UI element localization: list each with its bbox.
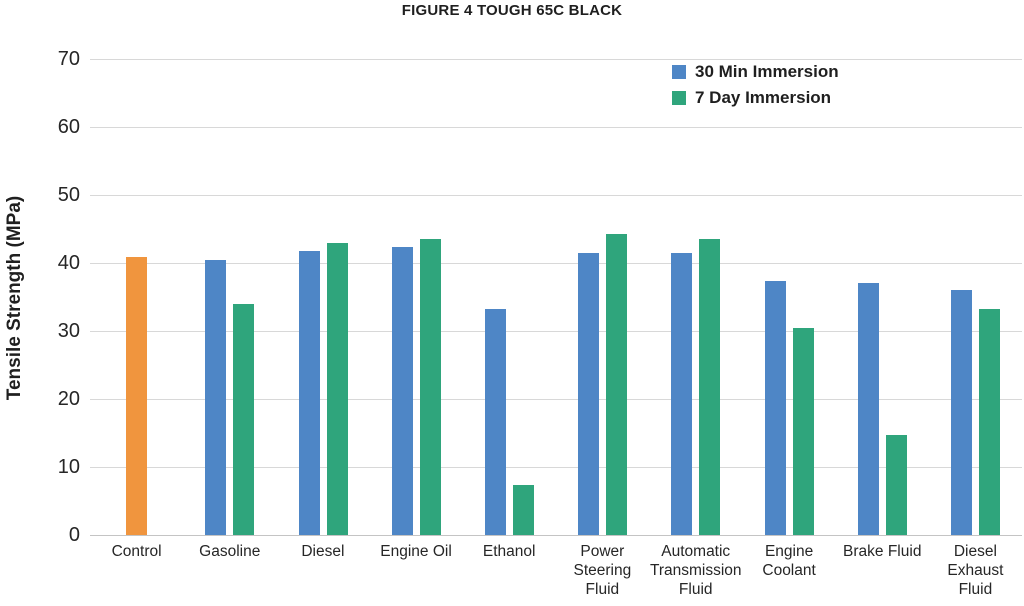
x-axis-label-control: Control [111, 543, 162, 560]
x-axis-label-power-steering-fluid: Power Steering Fluid [573, 543, 632, 598]
bar-7-day-immersion-diesel [326, 242, 348, 535]
x-axis-label-gasoline: Gasoline [199, 543, 261, 560]
bar-group-ethanol [463, 59, 556, 535]
bar-group-control [90, 59, 183, 535]
bar-7-day-immersion-engine-oil [419, 239, 441, 535]
x-axis: Control Gasoline Diesel Engine Oil Ethanol Po… [90, 543, 1022, 600]
gridline [90, 262, 1022, 264]
y-tick-label: 50 [57, 184, 80, 206]
bar-30-min-immersion-automatic-transmission-fluid [671, 252, 693, 535]
y-tick-label: 60 [57, 116, 80, 138]
bar-control [126, 256, 148, 535]
y-tick-label: 40 [57, 252, 80, 275]
bar-30-min-immersion-diesel-exhaust-fluid [950, 290, 972, 535]
bar-7-day-immersion-diesel-exhaust-fluid [978, 308, 1000, 535]
gridline [90, 398, 1022, 400]
bar-30-min-immersion-gasoline [205, 259, 227, 535]
gridline [90, 534, 1022, 536]
legend-label: 7 Day Immersion [695, 88, 832, 107]
gridline [90, 194, 1022, 196]
bar-group-power-steering-fluid [556, 59, 649, 535]
bar-group-automatic-transmission-fluid [649, 59, 742, 535]
chart-title: FIGURE 4 TOUGH 65C BLACK [401, 2, 623, 19]
bar-30-min-immersion-engine-oil [391, 247, 413, 535]
x-axis-label-ethanol: Ethanol [482, 543, 536, 560]
legend: 30 Min Immersion 7 Day Immersion [672, 62, 839, 108]
bar-group-gasoline [183, 59, 276, 535]
bar-30-min-immersion-diesel [298, 251, 320, 535]
bar-group-brake-fluid [836, 59, 929, 535]
bar-7-day-immersion-brake-fluid [885, 435, 907, 535]
y-tick-label: 70 [57, 48, 80, 70]
legend-label: 30 Min Immersion [695, 62, 839, 81]
legend-item-7-day-immersion: 7 Day Immersion [672, 88, 839, 108]
bar-7-day-immersion-engine-coolant [792, 327, 814, 535]
x-axis-label-brake-fluid: Brake Fluid [843, 543, 922, 560]
gridline [90, 58, 1022, 60]
bar-groups [90, 59, 1022, 535]
x-axis-label-automatic-transmission-fluid: Automatic Transmission Fluid [649, 543, 742, 598]
x-axis-label-diesel: Diesel [301, 543, 345, 560]
bar-group-engine-coolant [742, 59, 835, 535]
bar-30-min-immersion-brake-fluid [857, 282, 879, 535]
bar-30-min-immersion-engine-coolant [764, 280, 786, 535]
y-tick-label: 10 [57, 456, 80, 479]
bar-group-diesel [276, 59, 369, 535]
gridline [90, 466, 1022, 468]
bar-7-day-immersion-gasoline [233, 304, 255, 535]
bar-group-engine-oil [370, 59, 463, 535]
bar-7-day-immersion-automatic-transmission-fluid [699, 239, 721, 535]
legend-item-30-min-immersion: 30 Min Immersion [672, 62, 839, 82]
bar-7-day-immersion-power-steering-fluid [606, 234, 628, 535]
gridline [90, 330, 1022, 332]
y-axis: 0 10 20 30 40 50 60 70 [0, 48, 80, 546]
plot-area [90, 58, 1022, 536]
x-axis-label-engine-oil: Engine Oil [380, 543, 452, 560]
bar-7-day-immersion-ethanol [512, 485, 534, 535]
y-tick-label: 0 [68, 524, 80, 546]
legend-swatch-icon [672, 65, 686, 79]
bar-30-min-immersion-power-steering-fluid [578, 252, 600, 535]
x-axis-label-diesel-exhaust-fluid: Diesel Exhaust Fluid [947, 543, 1004, 598]
gridline [90, 126, 1022, 128]
y-tick-label: 20 [57, 388, 80, 411]
legend-swatch-icon [672, 91, 686, 105]
bar-group-diesel-exhaust-fluid [929, 59, 1022, 535]
y-tick-label: 30 [57, 320, 80, 342]
x-axis-label-engine-coolant: Engine Coolant [762, 543, 816, 579]
bar-30-min-immersion-ethanol [484, 309, 506, 535]
